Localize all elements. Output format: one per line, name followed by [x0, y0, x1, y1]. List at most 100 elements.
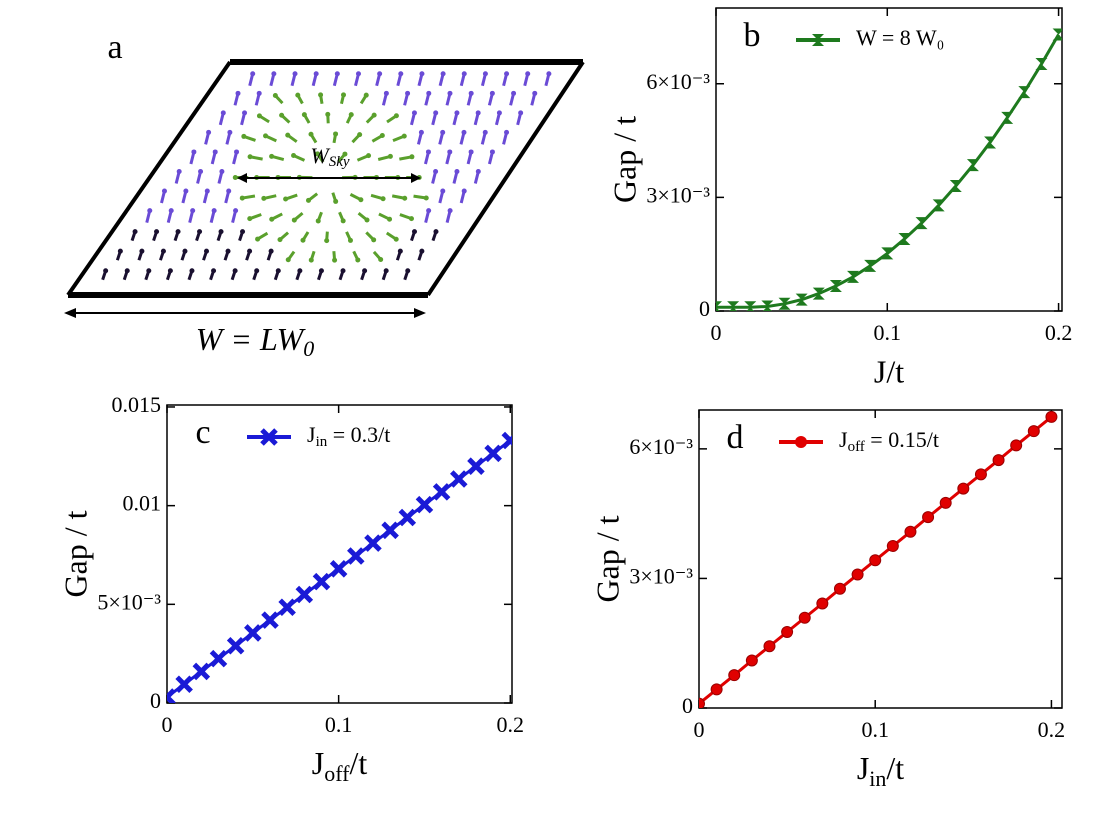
marker — [949, 180, 962, 193]
size-label-main: W — [310, 143, 330, 168]
legend-marker — [812, 34, 824, 46]
spin-head — [357, 132, 363, 138]
spin-head — [313, 71, 319, 77]
spin-head — [160, 248, 166, 254]
spin-head — [440, 129, 446, 135]
spin-head — [295, 92, 301, 98]
panel-label: d — [727, 419, 744, 456]
spin-field — [101, 71, 552, 281]
spin-head — [383, 90, 389, 96]
marker — [450, 470, 468, 488]
y-tick-label: 6×10⁻³ — [646, 69, 710, 94]
marker — [992, 454, 1005, 467]
marker — [1045, 410, 1058, 423]
spin-head — [167, 268, 173, 274]
spin-head — [379, 133, 385, 139]
spin-head — [271, 71, 277, 77]
spin-head — [475, 110, 481, 116]
marker — [1010, 439, 1023, 452]
marker — [816, 597, 829, 610]
spin-head — [433, 169, 439, 174]
spin-head — [496, 110, 502, 116]
panel-label: b — [744, 17, 761, 54]
spin-head — [525, 71, 531, 77]
spin-head — [197, 229, 203, 235]
spin-head — [447, 149, 453, 155]
spin-head — [518, 110, 524, 116]
spin-head — [183, 188, 189, 194]
marker — [467, 457, 485, 475]
spin-head — [461, 129, 467, 135]
marker — [244, 624, 262, 642]
width-arrow — [64, 308, 426, 318]
spin-head — [124, 268, 130, 274]
marker — [192, 662, 211, 681]
spin-head — [154, 229, 160, 235]
spin-head — [461, 71, 467, 77]
spin-head — [219, 169, 225, 174]
series — [167, 431, 512, 703]
marker — [881, 247, 894, 260]
spin-head — [285, 257, 291, 263]
marker — [851, 568, 864, 581]
spin-head — [268, 248, 274, 254]
marker — [1052, 28, 1062, 41]
text-part: off — [324, 761, 350, 786]
panel-label: c — [195, 414, 210, 451]
marker — [727, 301, 740, 311]
spin-head — [103, 268, 109, 274]
spin-head — [182, 248, 188, 254]
spin-head — [447, 208, 453, 214]
spin-head — [378, 257, 384, 263]
x-tick-label: 0.2 — [1045, 320, 1073, 345]
spin-head — [426, 90, 432, 96]
panel-label: a — [107, 29, 122, 66]
marker — [829, 280, 842, 293]
legend-label: Jin = 0.3/t — [307, 422, 390, 450]
spin-head — [408, 216, 414, 222]
marker — [699, 697, 705, 708]
spin-head — [292, 71, 298, 77]
spin-head — [191, 149, 197, 155]
series — [716, 28, 1062, 311]
legend-label: Joff = 0.15/t — [839, 427, 939, 455]
spin-head — [411, 229, 417, 235]
spin-head — [387, 216, 393, 222]
spin-head — [333, 198, 339, 204]
marker — [175, 675, 193, 694]
diagram-panel: a WSky W = LW0 — [64, 29, 585, 361]
y-axis-label: Gap / t — [606, 116, 642, 203]
text-part: in — [316, 434, 328, 450]
spin-head — [342, 151, 348, 157]
plot: 0 0.1 0.2 0 3×10⁻³ 6×10⁻³ Jin/t Gap / t d Joff = … — [589, 409, 1065, 791]
spin-head — [204, 188, 210, 194]
spin-head — [285, 132, 291, 138]
spin-head — [358, 197, 364, 203]
spin-head — [139, 248, 145, 254]
y-tick-label: 0 — [682, 693, 693, 718]
marker — [347, 547, 365, 565]
marker — [710, 683, 723, 696]
text-part: /t — [886, 750, 904, 786]
spin-head — [226, 188, 232, 194]
spin-head — [300, 237, 306, 243]
spin-head — [220, 110, 226, 116]
spin-head — [261, 195, 267, 201]
text-part: off — [848, 439, 865, 455]
spin-head — [318, 92, 324, 98]
spin-head — [175, 229, 181, 235]
spin-head — [366, 153, 372, 159]
marker — [364, 534, 382, 552]
marker — [763, 640, 776, 653]
spin-head — [475, 169, 481, 174]
spin-head — [325, 111, 331, 117]
marker — [261, 611, 279, 629]
spin-head — [362, 268, 368, 274]
spin-head — [315, 151, 321, 157]
x-axis-label: Jin/t — [857, 750, 904, 791]
spin-head — [364, 217, 370, 223]
y-tick-label: 3×10⁻³ — [629, 563, 693, 588]
x-tick-label: 0.1 — [874, 320, 902, 345]
spin-head — [371, 112, 377, 118]
spin-head — [211, 208, 217, 214]
